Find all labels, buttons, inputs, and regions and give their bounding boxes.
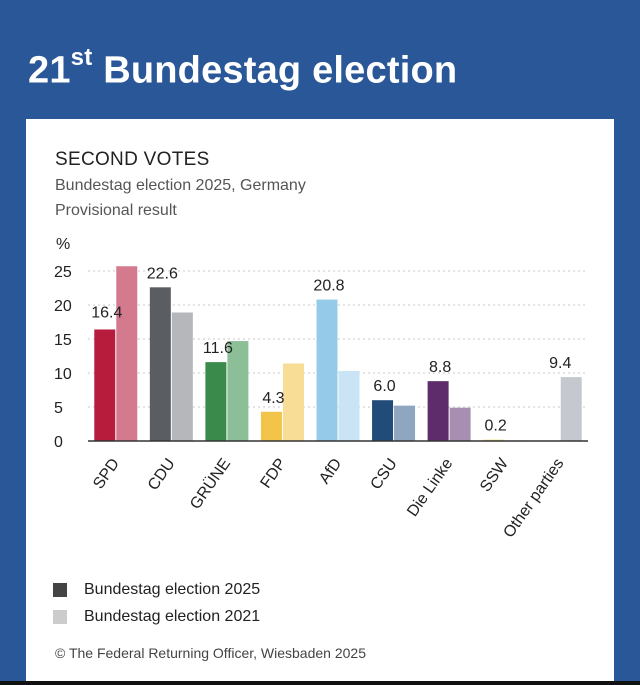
x-tick-label-other-parties: Other parties [501,456,568,542]
data-label-grüne: 11.6 [203,340,233,357]
chart-subtitle-provisional: Provisional result [55,202,177,219]
legend-item-2025: Bundestag election 2025 [53,581,260,599]
data-label-ssw: 0.2 [485,418,507,435]
x-tick-label-afd: AfD [316,456,345,488]
x-tick-label-grüne: GRÜNE [186,455,234,513]
x-tick-label-spd: SPD [90,456,123,493]
bar-2025-spd [94,329,116,441]
y-tick-label-20: 20 [54,298,72,315]
bar-2021-fdp [282,363,304,441]
y-axis-label: % [56,236,70,253]
page-title: 21st Bundestag election [28,44,458,93]
x-tick-label-die-linke: Die Linke [404,455,456,519]
bar-2025-afd [316,299,338,441]
data-label-other-parties: 9.4 [549,355,571,372]
legend-item-2021: Bundestag election 2021 [53,608,260,626]
y-tick-label-0: 0 [54,434,63,451]
data-label-die-linke: 8.8 [429,359,451,376]
x-tick-label-csu: CSU [368,456,401,493]
title-number: 21 [28,49,71,92]
bar-2021-die-linke [449,407,471,441]
source-note: © The Federal Returning Officer, Wiesbad… [55,645,366,661]
x-tick-label-cdu: CDU [145,456,179,494]
bar-chart: % 0 5 10 15 20 25 16.4 SPD 22.6 CDU 11.6 GRÜNE 4.3 FDP… [54,236,588,542]
bottom-edge [0,681,640,685]
legend-label-2025: Bundestag election 2025 [84,581,261,598]
y-tick-label-5: 5 [54,400,63,417]
bar-2025-cdu [149,287,171,441]
bar-2025-csu [372,400,394,441]
x-tick-label-fdp: FDP [257,456,289,492]
y-tick-label-10: 10 [54,366,72,383]
bar-2025-fdp [260,411,282,441]
chart-card: SECOND VOTES Bundestag election 2025, Ge… [26,119,614,681]
bar-2021-grüne [227,341,249,441]
legend-swatch-2025 [53,583,67,597]
title-text: Bundestag election [103,49,458,92]
bar-2021-cdu [171,312,193,441]
legend-swatch-2021 [53,610,67,624]
title-ordinal: st [70,44,93,71]
data-label-fdp: 4.3 [262,390,284,407]
bar-2025-die-linke [427,381,449,441]
data-label-csu: 6.0 [373,378,395,395]
bar-2025-grüne [205,362,227,441]
data-label-afd: 20.8 [313,278,344,295]
bar-2021-csu [394,405,416,441]
legend-label-2021: Bundestag election 2021 [84,608,261,625]
y-tick-label-15: 15 [54,332,72,349]
data-label-spd: 16.4 [91,304,122,321]
chart-title: SECOND VOTES [55,149,210,170]
data-label-cdu: 22.6 [147,265,178,282]
y-tick-label-25: 25 [54,264,72,281]
bar-2021-other-parties [560,377,582,441]
x-tick-label-ssw: SSW [477,455,512,495]
bar-2021-afd [338,370,360,441]
chart-subtitle: Bundestag election 2025, Germany [55,177,306,194]
bar-2021-spd [116,266,138,441]
